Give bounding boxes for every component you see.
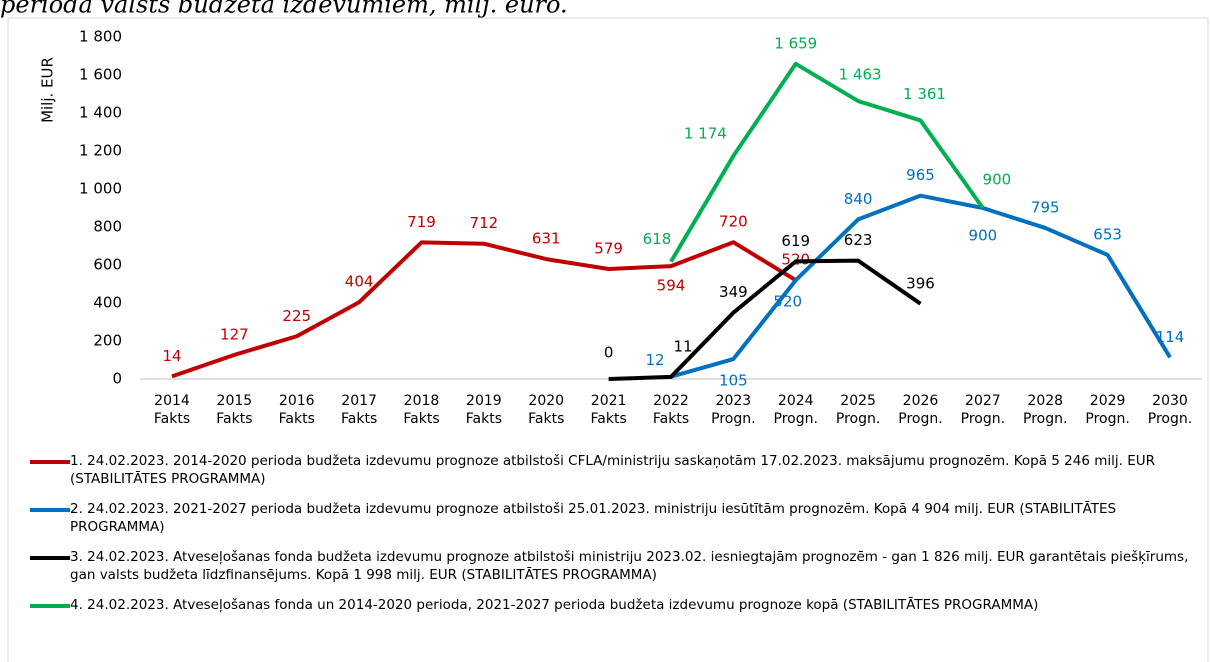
data-label: 618 [643,230,672,248]
y-tick-label: 0 [112,370,122,388]
series-line [171,240,797,379]
data-label: 900 [969,227,998,245]
x-tick-label: 2020 Fakts [528,393,565,427]
data-label: 0 [604,344,614,362]
x-tick-label: 2024 Progn. [773,393,818,427]
x-tick-label: 2015 Fakts [216,393,253,427]
legend-entry: 1. 24.02.2023. 2014-2020 perioda budžeta… [30,452,1200,488]
data-label: 720 [719,213,748,231]
data-label: 623 [844,231,873,249]
data-label: 225 [282,307,311,325]
y-tick-label: 800 [93,218,122,236]
x-tick-label: 2028 Progn. [1023,393,1068,427]
data-label: 579 [594,239,623,257]
data-label: 900 [983,171,1012,189]
frame [7,17,1209,662]
legend: 1. 24.02.2023. 2014-2020 perioda budžeta… [30,452,1200,626]
y-tick-label: 200 [93,332,122,350]
legend-swatch [30,604,70,608]
data-label: 631 [532,230,561,248]
data-label: 12 [645,351,664,369]
data-label: 349 [719,283,748,301]
y-tick-label: 1 600 [79,66,122,84]
y-tick-label: 400 [93,294,122,312]
y-tick-label: 1 400 [79,104,122,122]
x-tick-label: 2017 Fakts [341,393,378,427]
x-tick-label: 2025 Progn. [835,393,881,427]
data-label: 653 [1093,225,1122,243]
series-line [670,193,1172,379]
legend-label: 3. 24.02.2023. Atveseļošanas fonda budže… [70,549,1189,583]
legend-label: 2. 24.02.2023. 2021-2027 perioda budžeta… [70,501,1117,535]
y-tick-label: 1 200 [79,142,122,160]
data-label: 619 [781,232,810,250]
x-tick-label: 2026 Progn. [898,393,943,427]
data-label: 1 174 [684,124,727,142]
data-label: 14 [162,347,181,365]
data-label: 1 463 [839,66,882,84]
legend-label: 4. 24.02.2023. Atveseļošanas fonda un 20… [70,597,1039,613]
x-tick-label: 2022 Fakts [652,393,690,427]
x-tick-label: 2018 Fakts [403,393,440,427]
data-label: 795 [1031,198,1060,216]
x-tick-label: 2029 Progn. [1085,393,1130,427]
data-label: 105 [719,372,748,390]
data-label: 520 [773,293,802,311]
y-axis-label: Milj. EUR [39,57,57,123]
x-tick-label: 2014 Fakts [153,393,191,427]
x-tick-label: 2016 Fakts [278,393,315,427]
y-tick-label: 1 800 [79,28,122,46]
data-label: 965 [906,166,935,184]
x-tick-label: 2023 Progn. [711,393,756,427]
series-line [608,258,922,381]
data-label: 719 [407,213,436,231]
legend-entry: 4. 24.02.2023. Atveseļošanas fonda un 20… [30,596,1200,614]
x-tick-label: 2019 Fakts [465,393,502,427]
y-tick-label: 600 [93,256,122,274]
x-tick-label: 2027 Progn. [960,393,1006,427]
data-label: 1 361 [903,85,946,103]
legend-label: 1. 24.02.2023. 2014-2020 perioda budžeta… [70,453,1156,487]
legend-swatch [30,508,70,512]
y-tick-label: 1 000 [79,180,122,198]
chart-title: perioda valsts budžeta izdevumiem, milj.… [0,0,568,19]
x-tick-label: 2030 Progn. [1147,393,1193,427]
data-label: 1 659 [774,34,817,52]
data-label: 404 [345,273,374,291]
data-label: 127 [220,325,249,343]
data-label: 114 [1156,328,1185,346]
data-label: 840 [844,190,873,208]
legend-swatch [30,460,70,464]
x-tick-label: 2021 Fakts [590,393,627,427]
legend-entry: 2. 24.02.2023. 2021-2027 perioda budžeta… [30,500,1200,536]
data-label: 712 [470,214,499,232]
data-label: 594 [657,277,686,295]
series-line [669,61,985,263]
data-label: 11 [673,337,692,355]
legend-entry: 3. 24.02.2023. Atveseļošanas fonda budže… [30,548,1200,584]
data-label: 396 [906,274,935,292]
legend-swatch [30,556,70,560]
